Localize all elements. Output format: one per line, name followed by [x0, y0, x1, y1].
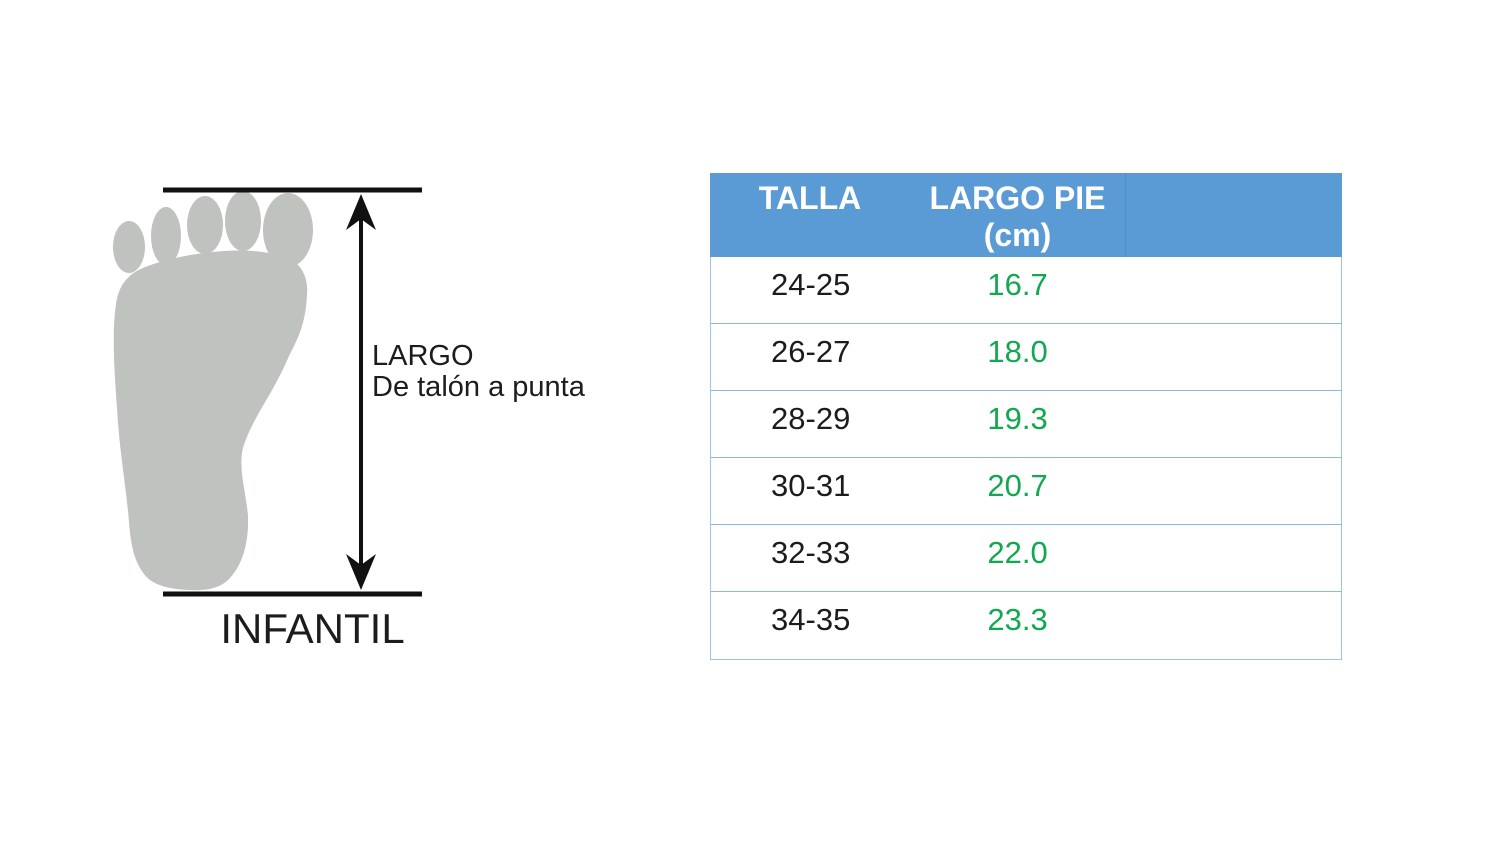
cell-empty [1125, 324, 1341, 390]
cell-largo-cm: 20.7 [987, 468, 1048, 503]
header-largo-line2: (cm) [983, 217, 1052, 253]
table-body: 24-25 16.7 26-27 18.0 28-29 19.3 30-31 2… [710, 257, 1342, 660]
cell-empty [1125, 525, 1341, 591]
cell-empty [1125, 257, 1341, 323]
measure-label: LARGO De talón a punta [372, 341, 585, 403]
cell-empty [1125, 391, 1341, 457]
header-talla-label: TALLA [758, 180, 862, 216]
header-largo-line1: LARGO PIE [929, 180, 1106, 216]
cell-largo-cm: 18.0 [987, 334, 1048, 369]
header-cell-empty [1125, 173, 1342, 257]
table-row: 30-31 20.7 [711, 458, 1341, 525]
cell-talla: 24-25 [771, 267, 851, 302]
table-row: 26-27 18.0 [711, 324, 1341, 391]
cell-talla: 26-27 [771, 334, 851, 369]
cell-largo-cm: 19.3 [987, 401, 1048, 436]
cell-talla: 30-31 [771, 468, 851, 503]
fourth-toe [151, 207, 181, 265]
cell-empty [1125, 458, 1341, 524]
arrowhead-up-icon [346, 194, 376, 230]
diagram-caption: INFANTIL [220, 605, 405, 652]
cell-talla: 28-29 [771, 401, 851, 436]
cell-talla: 34-35 [771, 602, 851, 637]
cell-talla: 32-33 [771, 535, 851, 570]
second-toe [225, 191, 261, 251]
length-arrow [346, 194, 376, 590]
cell-largo-cm: 23.3 [987, 602, 1048, 637]
table-header-row: TALLA LARGO PIE (cm) [710, 173, 1342, 257]
cell-empty [1125, 592, 1341, 659]
little-toe [113, 221, 145, 273]
cell-largo-cm: 22.0 [987, 535, 1048, 570]
foot-sole [113, 250, 308, 591]
third-toe [187, 196, 223, 254]
foot-silhouette-icon [113, 191, 313, 591]
header-cell-talla: TALLA [710, 173, 910, 257]
cell-largo-cm: 16.7 [987, 267, 1048, 302]
big-toe [263, 193, 313, 267]
table-row: 34-35 23.3 [711, 592, 1341, 659]
size-table: TALLA LARGO PIE (cm) 24-25 16.7 26-27 18… [710, 173, 1342, 660]
arrowhead-down-icon [346, 554, 376, 590]
header-cell-largo-pie: LARGO PIE (cm) [910, 173, 1125, 257]
table-row: 32-33 22.0 [711, 525, 1341, 592]
measure-label-subtitle: De talón a punta [372, 371, 585, 403]
measure-label-title: LARGO [372, 340, 474, 372]
table-row: 24-25 16.7 [711, 257, 1341, 324]
table-row: 28-29 19.3 [711, 391, 1341, 458]
